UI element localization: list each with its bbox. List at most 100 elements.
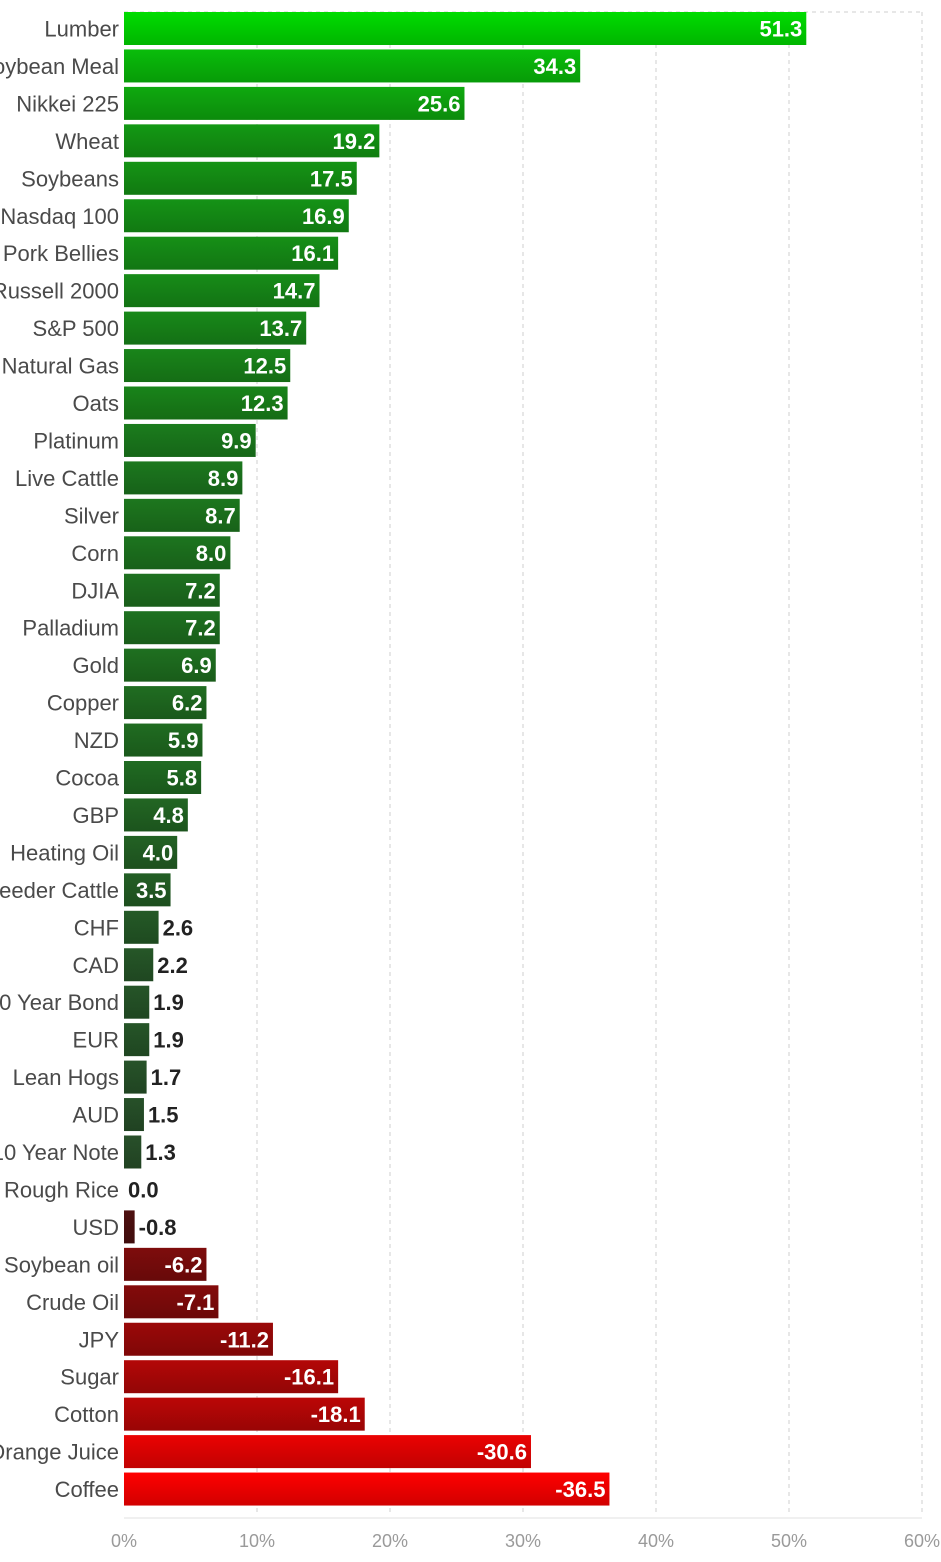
value-label: 8.0: [196, 541, 227, 566]
category-label: 30 Year Bond: [0, 990, 119, 1015]
value-label: 1.9: [153, 1028, 184, 1053]
bar-platinum: [124, 423, 256, 457]
x-tick-label: 40%: [638, 1531, 674, 1551]
value-label: 12.5: [243, 354, 286, 379]
category-label: Orange Juice: [0, 1440, 119, 1465]
category-label: Natural Gas: [2, 354, 119, 379]
value-label: 4.8: [153, 803, 184, 828]
x-tick-label: 0%: [111, 1531, 137, 1551]
category-label: AUD: [73, 1103, 119, 1128]
bar-orange-juice: [124, 1435, 531, 1469]
bar-usd: [124, 1210, 135, 1244]
category-label: Sugar: [60, 1365, 119, 1390]
bar-soybean-meal: [124, 49, 581, 83]
bar-djia: [124, 573, 220, 607]
category-label: Pork Bellies: [3, 241, 119, 266]
bar-eur: [124, 1023, 150, 1057]
bar-crude-oil: [124, 1285, 219, 1319]
value-label: 16.1: [291, 241, 334, 266]
category-label: Soybeans: [21, 166, 119, 191]
category-label: Oats: [73, 391, 119, 416]
bar-nasdaq-100: [124, 199, 349, 233]
bar-live-cattle: [124, 461, 243, 495]
category-label: Gold: [73, 653, 119, 678]
category-label: GBP: [73, 803, 119, 828]
value-label: -11.2: [220, 1327, 269, 1352]
value-label: 5.9: [168, 728, 199, 753]
category-label: Russell 2000: [0, 279, 119, 304]
category-label: USD: [73, 1215, 119, 1240]
x-tick-label: 50%: [771, 1531, 807, 1551]
category-label: Nasdaq 100: [0, 204, 119, 229]
value-label: 1.9: [153, 990, 184, 1015]
bar-30-year-bond: [124, 985, 150, 1019]
bar-heating-oil: [124, 835, 178, 869]
bar-layer: [124, 12, 807, 1506]
bar-palladium: [124, 611, 220, 645]
category-label: Live Cattle: [15, 466, 119, 491]
value-label: 3.5: [136, 878, 167, 903]
category-label: JPY: [79, 1327, 120, 1352]
value-label: 2.2: [157, 953, 188, 978]
value-label: 51.3: [759, 17, 802, 42]
bar-lumber: [124, 12, 807, 45]
x-axis: 0% 10% 20% 30% 40% 50% 60%: [111, 1517, 940, 1551]
value-label: -16.1: [284, 1365, 334, 1390]
x-tick-label: 20%: [372, 1531, 408, 1551]
category-label-layer: Lumber Soybean Meal Nikkei 225 Wheat Soybean…: [0, 17, 120, 1503]
value-label: -36.5: [555, 1477, 605, 1502]
category-label: Lean Hogs: [13, 1065, 119, 1090]
value-label: -7.1: [177, 1290, 215, 1315]
value-label: 7.2: [185, 616, 216, 641]
category-label: Coffee: [55, 1477, 119, 1502]
category-label: Nikkei 225: [16, 91, 119, 116]
bar-cotton: [124, 1397, 365, 1431]
category-label: Copper: [47, 691, 119, 716]
bar-10-year-note: [124, 1135, 142, 1169]
bar-wheat: [124, 124, 380, 158]
bar-aud: [124, 1098, 144, 1132]
bar-cocoa: [124, 761, 202, 794]
value-label: 9.9: [221, 428, 252, 453]
category-label: DJIA: [71, 578, 119, 603]
bar-russell-2000: [124, 274, 320, 308]
value-label: 16.9: [302, 204, 345, 229]
value-label: -30.6: [477, 1440, 527, 1465]
value-label: 0.0: [128, 1177, 159, 1202]
category-label: CHF: [74, 915, 119, 940]
category-label: Heating Oil: [10, 840, 119, 865]
value-label: 4.0: [143, 840, 174, 865]
bar-nikkei-225: [124, 86, 465, 120]
category-label: Platinum: [33, 428, 119, 453]
category-label: Silver: [64, 503, 119, 528]
value-label: 1.5: [148, 1103, 179, 1128]
value-label: 5.8: [167, 766, 198, 791]
bar-silver: [124, 498, 240, 532]
x-tick-label: 60%: [904, 1531, 940, 1551]
value-label: 2.6: [163, 915, 194, 940]
value-label: 25.6: [418, 91, 461, 116]
bar-corn: [124, 536, 231, 570]
category-label: Soybean oil: [4, 1252, 119, 1277]
value-label: 6.9: [181, 653, 212, 678]
bar-pork-bellies: [124, 236, 339, 270]
category-label: Rough Rice: [4, 1177, 119, 1202]
bar-s-p-500: [124, 311, 307, 345]
value-label: 8.7: [205, 503, 236, 528]
bar-cad: [124, 948, 154, 982]
category-label: Lumber: [44, 17, 119, 42]
bar-lean-hogs: [124, 1060, 147, 1094]
category-label: Soybean Meal: [0, 54, 119, 79]
value-label: -0.8: [139, 1215, 177, 1240]
bar-gold: [124, 648, 216, 682]
value-label: 1.3: [145, 1140, 176, 1165]
bar-gbp: [124, 798, 188, 832]
bar-copper: [124, 686, 207, 720]
bar-chf: [124, 910, 159, 944]
bar-soybeans: [124, 161, 357, 195]
value-label: -6.2: [165, 1252, 203, 1277]
value-label: 1.7: [151, 1065, 182, 1090]
category-label: NZD: [74, 728, 119, 753]
